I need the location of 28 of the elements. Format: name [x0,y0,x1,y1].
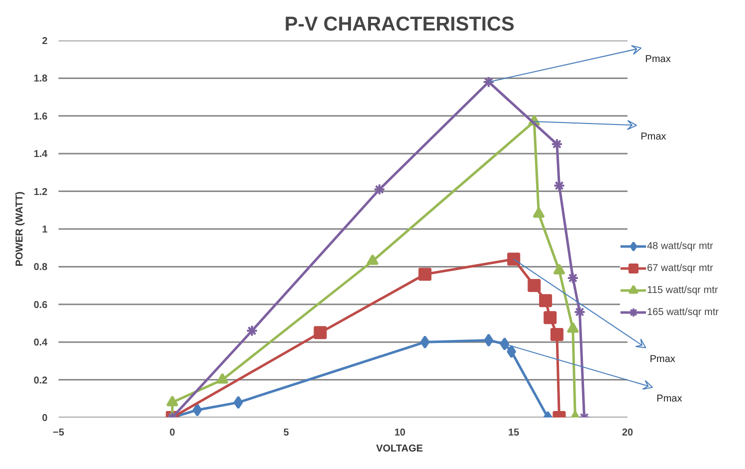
y-tick-label: 1.4 [34,149,48,160]
x-tick-label: 15 [508,428,520,438]
annotation: Pmax [645,54,671,66]
y-tick-label: 0.8 [34,262,48,274]
x-axis-title: VOLTAGE [376,444,424,454]
annotation: Pmax [656,393,682,404]
annotation: Pmax [640,131,666,142]
legend-label: 67 watt/sqr mtr [647,262,714,274]
y-tick-label: 1.6 [34,111,48,122]
y-tick-label: 1.8 [34,74,48,85]
y-tick-label: 1.2 [34,186,48,198]
x-tick-label: −5 [52,428,65,438]
y-tick-label: 0.4 [34,338,48,349]
annotation: Pmax [650,354,676,365]
y-tick-label: 2 [42,36,48,47]
chart-title: P-V CHARACTERISTICS [284,14,515,36]
legend-label: 115 watt/sqr mtr [647,284,718,296]
x-tick-label: 20 [622,428,634,438]
y-tick-label: 0.2 [34,375,48,386]
y-tick-label: 0 [42,413,48,424]
x-tick-label: 0 [170,428,176,438]
legend-label: 165 watt/sqr mtr [647,306,719,318]
legend-label: 48 watt/sqr mtr [647,240,714,252]
x-tick-label: 10 [394,428,406,438]
y-tick-label: 1 [42,224,48,236]
y-axis-title: POWER (WATT) [14,192,26,266]
y-tick-label: 0.6 [34,300,48,311]
x-tick-label: 5 [283,428,290,438]
